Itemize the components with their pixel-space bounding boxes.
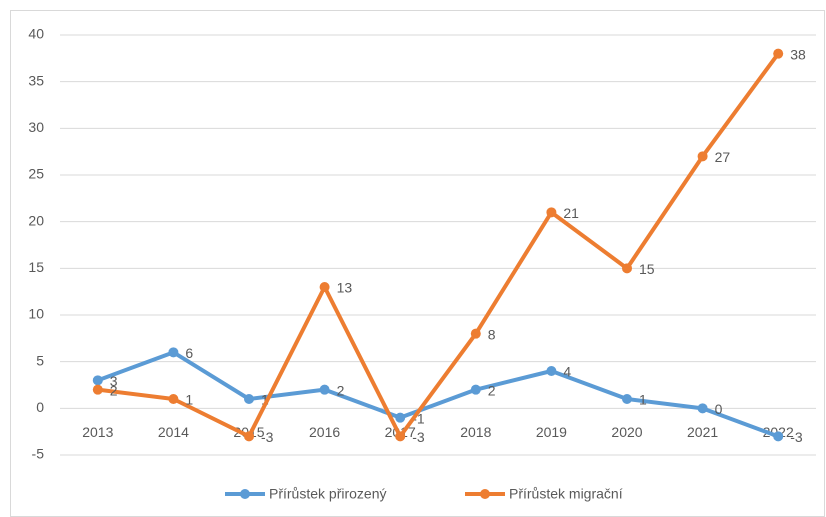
data-label: 2 bbox=[488, 382, 496, 398]
data-point bbox=[168, 347, 179, 358]
data-label: 8 bbox=[488, 326, 496, 342]
data-label: 4 bbox=[563, 364, 571, 380]
y-tick-label: 35 bbox=[28, 72, 44, 88]
data-label: -3 bbox=[790, 429, 803, 445]
series-line bbox=[97, 52, 780, 439]
x-tick-label: 2016 bbox=[309, 424, 340, 440]
data-point bbox=[319, 282, 330, 292]
x-tick-label: 2014 bbox=[158, 424, 189, 440]
y-tick-label: 40 bbox=[28, 26, 44, 42]
data-point bbox=[470, 328, 481, 339]
y-tick-label: 25 bbox=[28, 166, 44, 182]
data-label: 15 bbox=[639, 261, 655, 277]
series-line bbox=[97, 350, 779, 439]
data-label: 1 bbox=[185, 392, 193, 408]
data-point bbox=[92, 384, 103, 395]
data-point bbox=[622, 263, 632, 274]
data-point bbox=[546, 366, 557, 376]
data-label: 0 bbox=[715, 401, 723, 417]
x-tick-label: 2019 bbox=[536, 424, 567, 440]
data-label: 2 bbox=[110, 382, 118, 398]
data-point bbox=[395, 431, 406, 442]
y-tick-label: 10 bbox=[28, 306, 44, 322]
y-tick-label: -5 bbox=[32, 446, 45, 462]
x-tick-label: 2020 bbox=[611, 424, 642, 440]
data-label: -3 bbox=[261, 429, 274, 445]
y-tick-label: 0 bbox=[36, 399, 44, 415]
legend-marker bbox=[480, 489, 490, 499]
legend-label: Přírůstek migrační bbox=[509, 486, 623, 502]
data-point bbox=[622, 394, 632, 404]
chart-border bbox=[10, 10, 825, 517]
y-tick-label: 15 bbox=[28, 259, 44, 275]
data-point bbox=[244, 394, 254, 404]
data-point bbox=[697, 403, 708, 414]
data-label: 1 bbox=[639, 392, 647, 408]
x-tick-label: 2021 bbox=[687, 424, 718, 440]
data-point bbox=[470, 384, 481, 395]
x-tick-label: 2013 bbox=[82, 424, 113, 440]
data-point bbox=[773, 48, 784, 59]
y-tick-label: 5 bbox=[36, 352, 44, 368]
data-label: 6 bbox=[185, 345, 193, 361]
data-label: -3 bbox=[412, 429, 425, 445]
data-point bbox=[773, 431, 784, 442]
y-tick-label: 30 bbox=[28, 119, 44, 135]
data-point bbox=[319, 384, 330, 395]
data-label: 13 bbox=[337, 280, 353, 296]
data-label: 38 bbox=[790, 46, 806, 62]
legend-marker bbox=[240, 489, 250, 499]
data-label: 3 bbox=[110, 373, 118, 389]
legend-label: Přírůstek přirozený bbox=[269, 486, 386, 502]
data-point bbox=[697, 151, 708, 162]
data-label: 21 bbox=[563, 205, 579, 221]
data-point bbox=[395, 412, 406, 423]
data-label: 1 bbox=[261, 392, 269, 408]
x-tick-label: 2018 bbox=[460, 424, 491, 440]
y-tick-label: 20 bbox=[28, 212, 44, 228]
data-point bbox=[168, 394, 179, 404]
data-point bbox=[244, 431, 254, 442]
data-point bbox=[546, 207, 557, 218]
data-label: 2 bbox=[337, 382, 345, 398]
data-point bbox=[92, 375, 103, 386]
data-label: 27 bbox=[715, 149, 731, 165]
